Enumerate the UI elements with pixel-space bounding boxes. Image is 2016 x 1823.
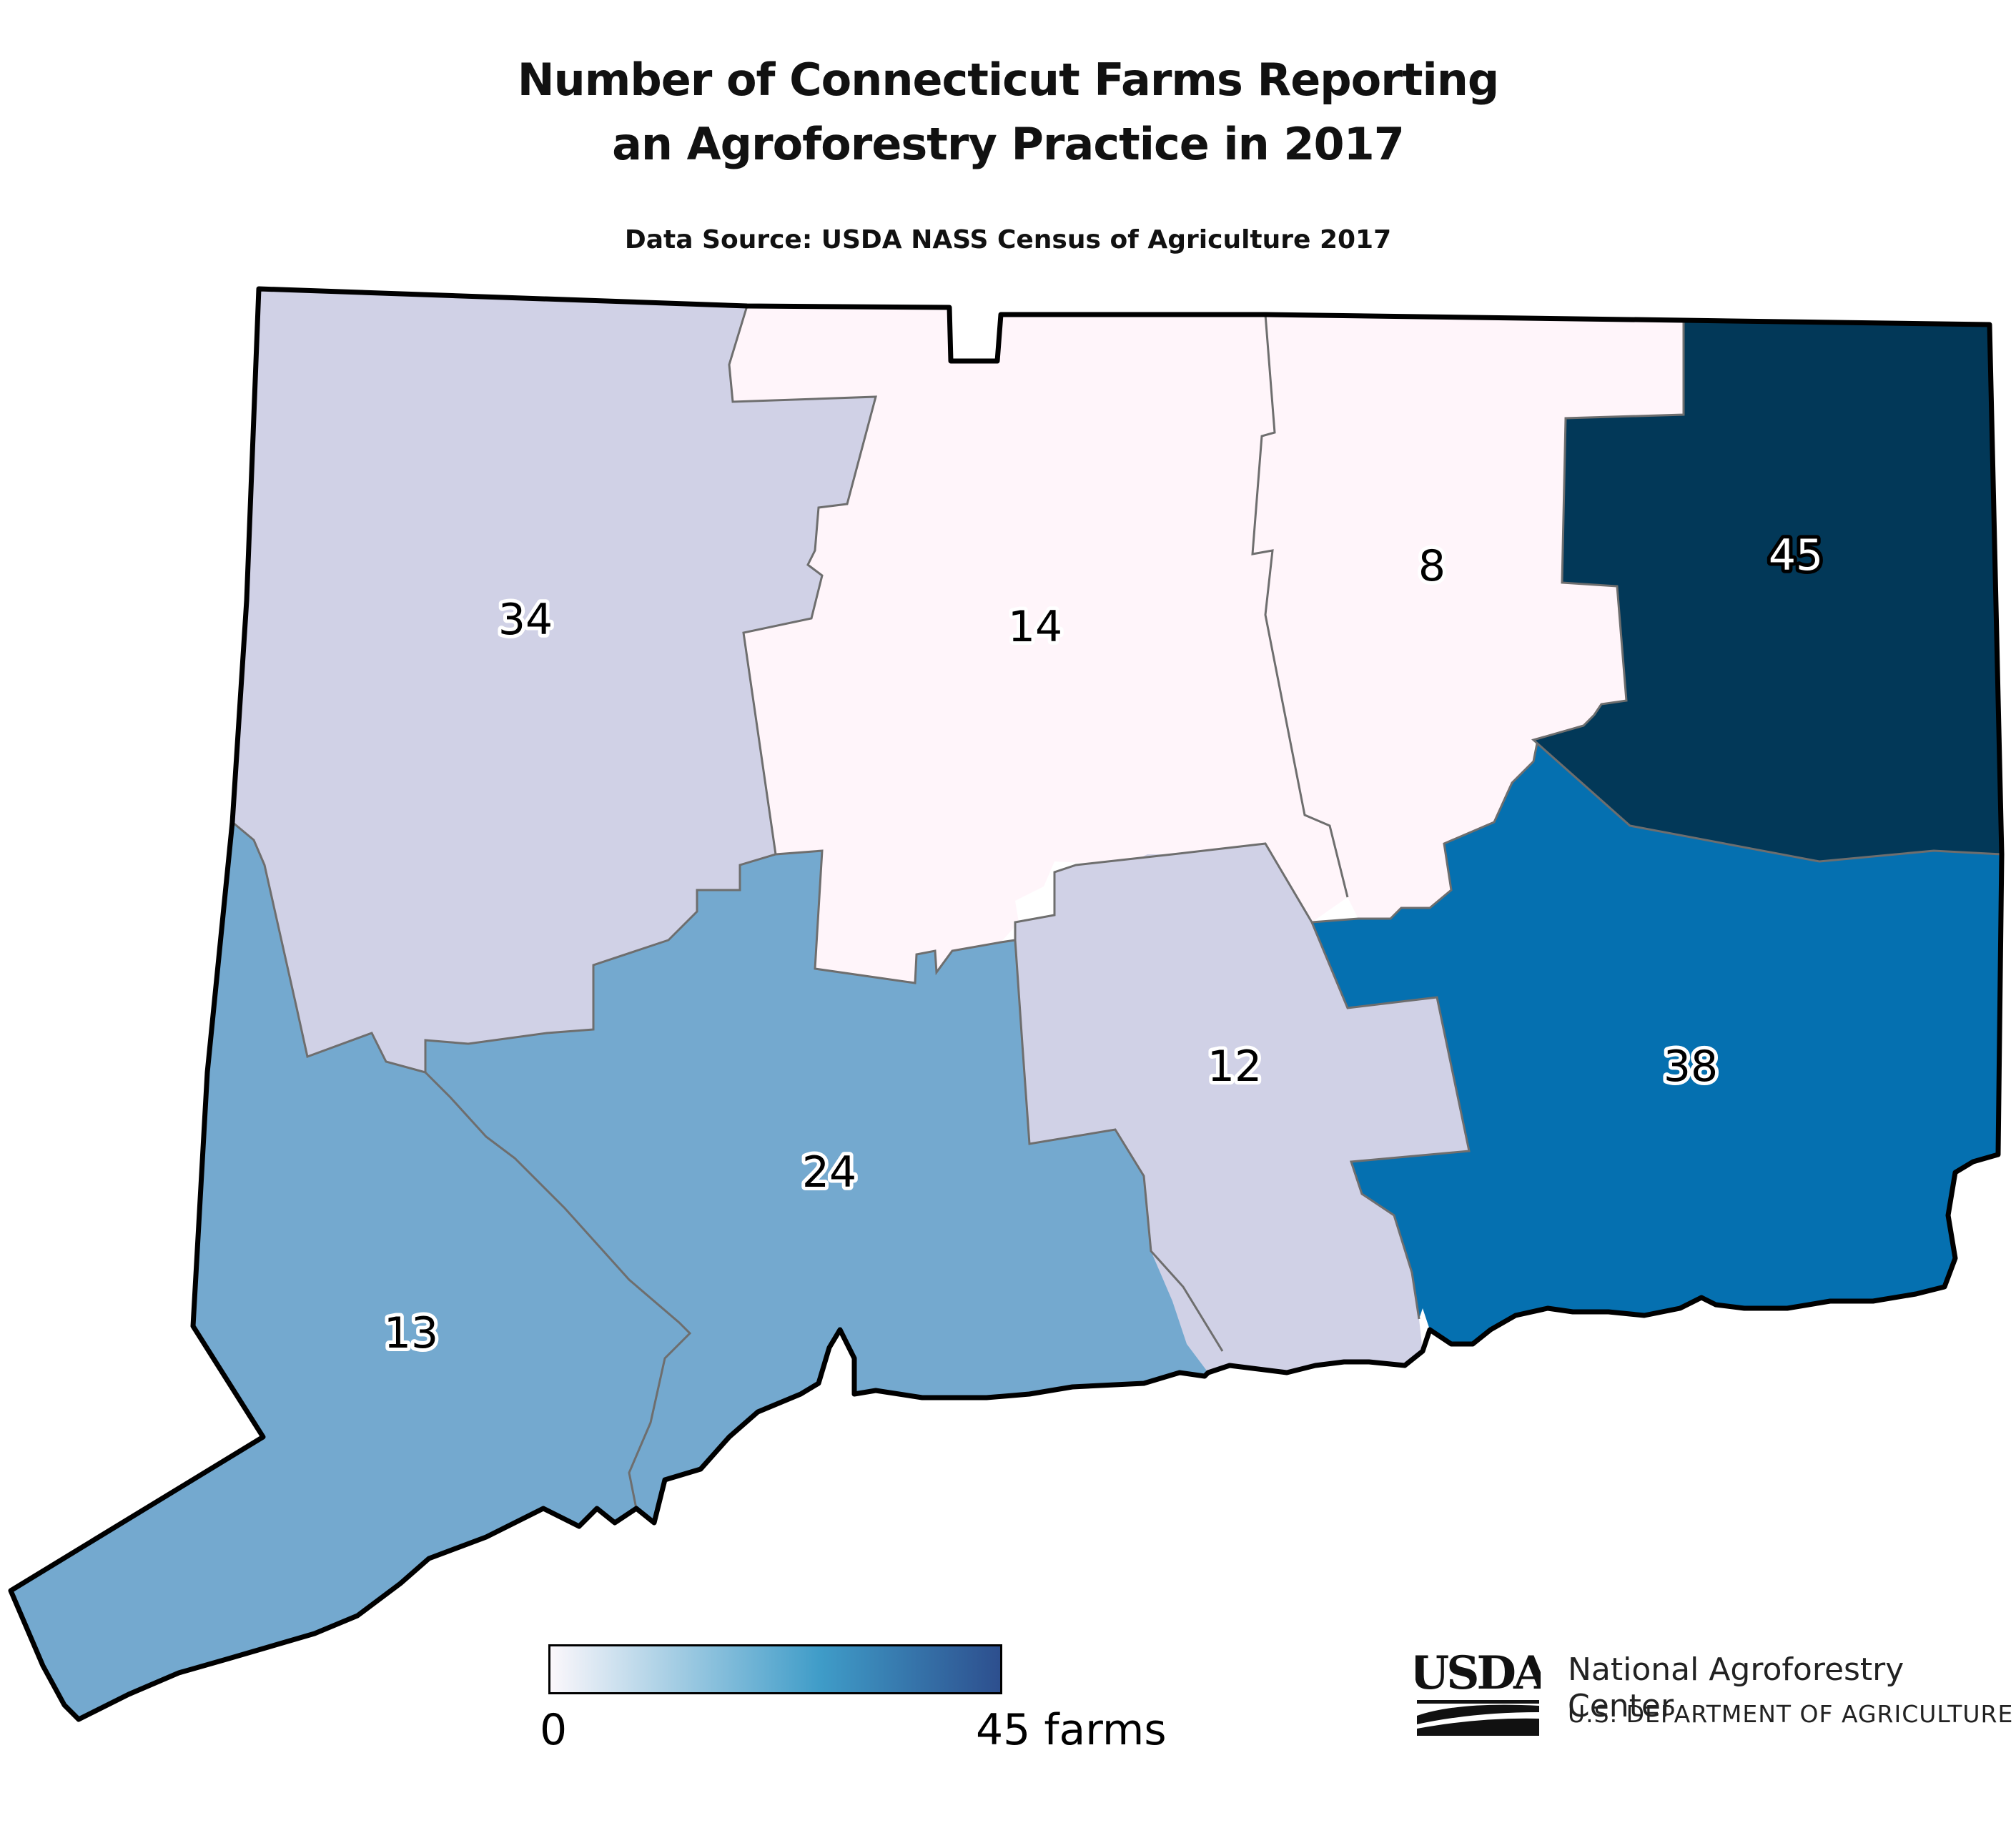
county-new-haven[interactable] <box>425 851 1222 1523</box>
usda-logo: USDA <box>1415 1646 1541 1736</box>
county-hartford[interactable] <box>729 306 1348 983</box>
usda-logo-hill-icon <box>1417 1718 1539 1736</box>
usda-logo-text: USDA <box>1415 1646 1541 1700</box>
county-borders <box>232 305 2002 1509</box>
state-outline <box>8 286 2005 1722</box>
label-tolland: 8 <box>1418 541 1446 591</box>
county-windham[interactable] <box>1533 320 2002 861</box>
county-litchfield[interactable] <box>232 289 876 1072</box>
data-source-subtitle: Data Source: USDA NASS Census of Agricul… <box>624 225 1392 255</box>
legend-max-label: 45 farms <box>976 1705 1167 1755</box>
map-title-line-2: an Agroforestry Practice in 2017 <box>612 118 1405 170</box>
usda-logo-rule-icon <box>1417 1700 1539 1704</box>
label-middlesex: 12 <box>1207 1042 1262 1092</box>
label-litchfield: 34 <box>498 595 553 645</box>
label-windham: 45 <box>1769 530 1823 581</box>
county-tolland[interactable] <box>1252 315 1684 919</box>
map-title-line-1: Number of Connecticut Farms Reporting <box>517 54 1500 106</box>
legend-gradient-bar <box>548 1644 1002 1694</box>
county-fairfield[interactable] <box>11 822 690 1719</box>
legend-min-label: 0 <box>540 1705 568 1755</box>
county-labels: 34 14 8 45 13 24 12 38 <box>380 527 1827 1362</box>
label-new-haven: 24 <box>802 1147 856 1197</box>
label-hartford: 14 <box>1008 602 1062 652</box>
usda-logo-field-icon <box>1417 1704 1539 1724</box>
county-middlesex[interactable] <box>1015 844 1469 1373</box>
label-new-london: 38 <box>1664 1042 1718 1092</box>
county-new-london[interactable] <box>1312 743 2002 1344</box>
label-fairfield: 13 <box>384 1308 438 1358</box>
usda-org-name: National Agroforestry Center <box>1568 1651 1904 1724</box>
usda-department: U.S. DEPARTMENT OF AGRICULTURE <box>1568 1700 2014 1728</box>
